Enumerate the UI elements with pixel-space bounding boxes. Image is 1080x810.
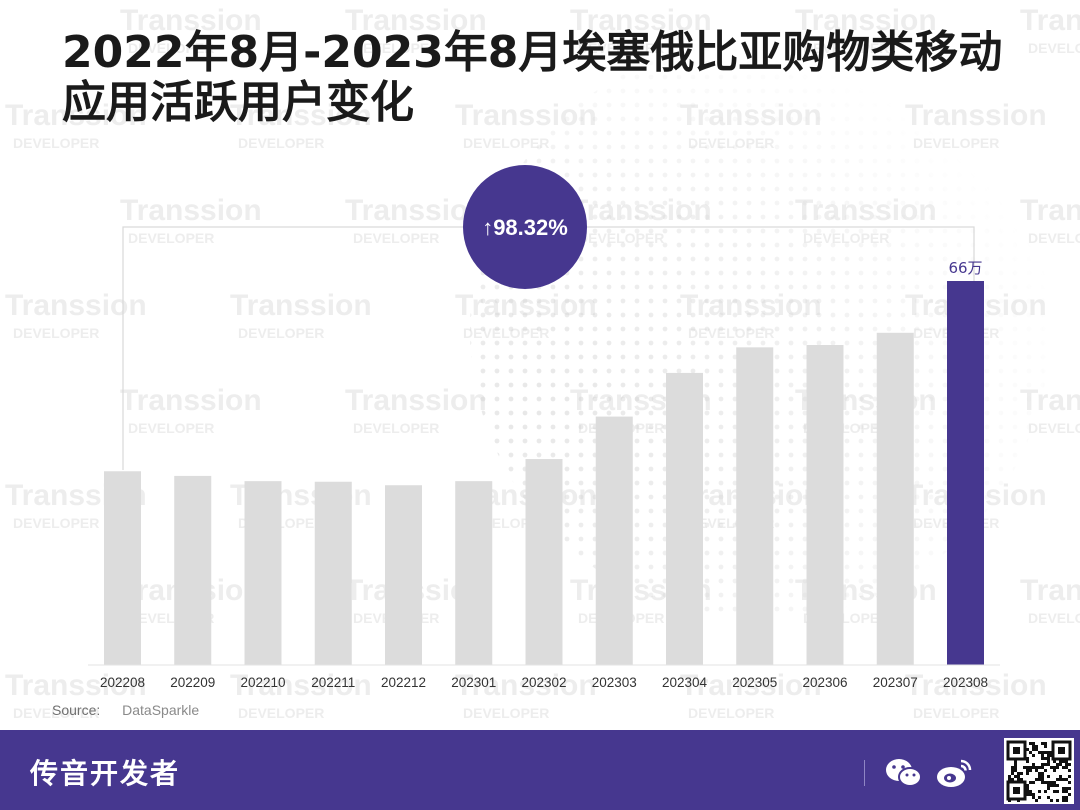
watermark-sub: DEVELOPER xyxy=(463,705,549,721)
bar-202307 xyxy=(876,332,914,665)
x-tick-202303: 202303 xyxy=(592,675,637,690)
watermark-brand: Transsion xyxy=(345,194,487,227)
x-axis-labels: 202208 202209 202210 202211 202212 202301 2023… xyxy=(100,675,988,690)
source-note: Source: DataSparkle xyxy=(52,702,199,718)
watermark-sub: DEVELOPER xyxy=(353,230,439,246)
watermark-sub: DEVELOPER xyxy=(463,135,549,151)
x-tick-202208: 202208 xyxy=(100,675,145,690)
watermark-brand: Transsion xyxy=(1020,194,1080,227)
watermark-brand: Transsion xyxy=(230,99,372,132)
watermark-brand: Transsion xyxy=(570,4,712,37)
watermark-brand: Transsion xyxy=(345,384,487,417)
watermark-brand: Transsion xyxy=(455,669,597,702)
watermark-sub: DEVELOPER xyxy=(1028,610,1080,626)
bar-202209 xyxy=(174,475,212,665)
x-tick-202307: 202307 xyxy=(873,675,918,690)
watermark-brand: Transsion xyxy=(120,4,262,37)
footer-bar: 传音开发者 xyxy=(0,730,1080,810)
watermark-sub: DEVELOPER xyxy=(1028,420,1080,436)
bar-202306 xyxy=(806,345,844,665)
bar-202302 xyxy=(525,459,563,665)
data-label-202308: 66万 xyxy=(948,259,982,277)
watermark-brand: Transsion xyxy=(120,384,262,417)
watermark-sub: DEVELOPER xyxy=(353,40,439,56)
bars-group xyxy=(104,281,984,665)
watermark-brand: Transsion xyxy=(680,669,822,702)
x-tick-202209: 202209 xyxy=(170,675,215,690)
watermark-brand: Transsion xyxy=(5,289,147,322)
watermark-sub: DEVELOPER xyxy=(578,40,664,56)
x-tick-202306: 202306 xyxy=(802,675,847,690)
x-tick-202210: 202210 xyxy=(240,675,285,690)
source-value: DataSparkle xyxy=(122,702,200,718)
source-label: Source: xyxy=(52,702,101,718)
bar-202210 xyxy=(244,481,282,665)
change-badge-circle xyxy=(463,165,587,289)
bar-202212 xyxy=(385,485,422,665)
watermark-sub: DEVELOPER xyxy=(128,40,214,56)
watermark-sub: DEVELOPER xyxy=(128,420,214,436)
change-badge-text: ↑98.32% xyxy=(482,215,568,240)
watermark-brand: Transsion xyxy=(230,289,372,322)
x-tick-202302: 202302 xyxy=(521,675,566,690)
watermark-sub: DEVELOPER xyxy=(238,705,324,721)
watermark-sub: DEVELOPER xyxy=(353,420,439,436)
bar-202303 xyxy=(595,416,633,665)
bar-202301 xyxy=(455,481,493,665)
x-tick-202211: 202211 xyxy=(311,675,355,690)
footer-divider xyxy=(864,760,865,786)
watermark-sub: DEVELOPER xyxy=(13,705,99,721)
x-tick-202305: 202305 xyxy=(732,675,777,690)
watermark-brand: Transsion xyxy=(905,669,1047,702)
watermark-brand: Transsion xyxy=(1020,4,1080,37)
watermark-sub: DEVELOPER xyxy=(1028,40,1080,56)
watermark-sub: DEVELOPER xyxy=(238,325,324,341)
data-labels: 66万 xyxy=(948,259,982,277)
bar-202305 xyxy=(736,347,774,665)
watermark-brand: Transsion xyxy=(5,669,147,702)
watermark-sub: DEVELOPER xyxy=(13,325,99,341)
watermark-sub: DEVELOPER xyxy=(1028,230,1080,246)
watermark-brand: Transsion xyxy=(795,4,937,37)
bar-202208 xyxy=(104,471,141,665)
watermark-sub: DEVELOPER xyxy=(238,135,324,151)
bar-202304 xyxy=(666,372,703,665)
page-title: 2022年8月-2023年8月埃塞俄比亚购物类移动应用活跃用户变化 xyxy=(62,27,1003,128)
weibo-icon[interactable] xyxy=(934,756,974,790)
watermark-brand: Transsion xyxy=(120,194,262,227)
bar-202308 xyxy=(947,281,984,665)
watermark-sub: DEVELOPER xyxy=(13,135,99,151)
x-tick-202308: 202308 xyxy=(943,675,988,690)
wechat-icon[interactable] xyxy=(884,756,924,790)
x-tick-202301: 202301 xyxy=(451,675,496,690)
watermark-brand: Transsion xyxy=(230,669,372,702)
brand-logo-text: 传音开发者 xyxy=(30,757,181,790)
x-tick-202304: 202304 xyxy=(662,675,708,690)
watermark-sub: DEVELOPER xyxy=(688,705,774,721)
watermark-sub: DEVELOPER xyxy=(913,705,999,721)
watermark-brand: Transsion xyxy=(5,99,147,132)
watermark-brand: Transsion xyxy=(345,4,487,37)
watermark-sub: DEVELOPER xyxy=(13,515,99,531)
watermark-brand: Transsion xyxy=(1020,574,1080,607)
watermark-sub: DEVELOPER xyxy=(128,230,214,246)
x-tick-202212: 202212 xyxy=(381,675,426,690)
bar-202211 xyxy=(314,481,352,665)
qr-code[interactable] xyxy=(1004,738,1074,804)
